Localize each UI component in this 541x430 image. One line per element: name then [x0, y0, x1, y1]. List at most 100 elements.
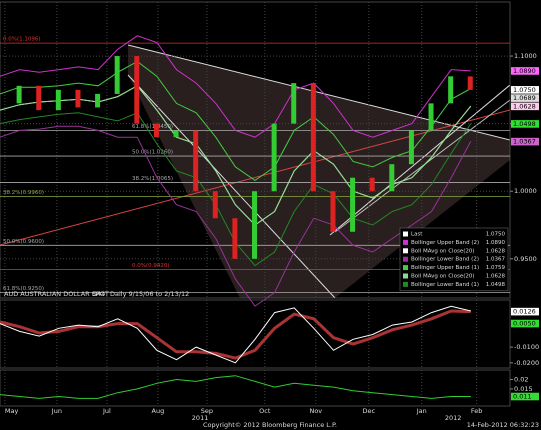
series-line	[0, 305, 471, 364]
legend-swatch	[403, 273, 408, 279]
legend-swatch	[403, 231, 408, 237]
fib-label: 61.8%(0.9250)	[3, 286, 44, 292]
price-tag-label: 0.0050	[513, 320, 536, 328]
price-bar	[467, 76, 473, 90]
timestamp: 14-Feb-2012 06:32:23	[467, 421, 539, 429]
price-bar	[16, 85, 22, 104]
copyright: Copyright© 2012 Bloomberg Finance L.P.	[203, 421, 337, 429]
panel-frame	[0, 369, 511, 407]
trend-line	[329, 84, 511, 236]
price-bar	[330, 191, 336, 232]
code-label: G44	[92, 290, 105, 298]
price-tag	[511, 120, 539, 128]
y-tick-label: 0.015	[514, 385, 533, 393]
x-tick-label: Jun	[51, 407, 62, 415]
range-label: Daily 9/15/06 to 2/13/12	[110, 290, 189, 298]
legend-label: Bollinger Lower Band (2)	[411, 257, 479, 263]
year-label: 2012	[445, 414, 462, 422]
legend-value: 1.0628	[486, 248, 506, 254]
series-line	[0, 375, 471, 399]
trend-line	[127, 74, 336, 299]
price-tag-label: 0.0126	[513, 308, 536, 316]
price-bar	[173, 130, 179, 138]
x-tick-label: Jul	[102, 407, 111, 415]
price-bar	[369, 177, 375, 192]
price-tag-label: 1.0750	[513, 86, 536, 94]
legend-swatch	[403, 256, 408, 262]
legend-box	[399, 227, 509, 292]
fib-label: 50.0%(0.9600)	[3, 239, 44, 245]
price-tag	[511, 392, 539, 401]
price-bar	[408, 130, 414, 165]
y-tick-label: 1.1000	[514, 52, 537, 60]
fib-label: 0.0%(1.1096)	[3, 37, 41, 43]
y-tick-label: -0.0100	[514, 343, 539, 351]
series-line	[0, 60, 472, 182]
legend-label: Bollinger Lower Band (1)	[411, 282, 479, 288]
x-tick-label: Jan	[416, 407, 427, 415]
price-tag-label: 1.0367	[513, 138, 536, 146]
fib-label: 0.0%(0.9420)	[132, 263, 170, 269]
fib-label: 38.2%(0.9960)	[3, 190, 44, 196]
x-tick-label: Aug	[152, 407, 165, 415]
legend-value: 1.0498	[486, 282, 506, 288]
price-tag-label: 1.0890	[513, 67, 536, 75]
price-bar	[428, 103, 434, 131]
plot-layer: 1.10001.05001.00000.95000.0%(1.1096)61.8…	[0, 1, 539, 422]
price-tag	[511, 307, 539, 316]
series-line	[0, 125, 472, 307]
legend-swatch	[403, 239, 408, 245]
price-bar	[350, 177, 356, 232]
price-bar	[389, 164, 395, 192]
legend-value: 1.0759	[486, 265, 506, 271]
price-bar	[114, 56, 120, 94]
legend-swatch	[403, 265, 408, 271]
price-tag	[511, 94, 539, 102]
price-tag-label: 1.0498	[513, 120, 536, 128]
legend-swatch	[403, 248, 408, 254]
legend-value: 1.0367	[486, 257, 506, 263]
legend-label: Bollinger Upper Band (2)	[411, 240, 479, 246]
price-tag	[511, 319, 539, 328]
y-tick-label: 0.9500	[514, 255, 537, 263]
price-bar	[36, 85, 42, 111]
y-tick-label: -0.0200	[514, 359, 539, 367]
price-bar	[310, 83, 316, 192]
legend-label: Last	[411, 232, 423, 238]
fib-label: 38.2%(1.0065)	[132, 176, 173, 182]
year-label: 2011	[192, 414, 209, 422]
price-tag	[511, 67, 539, 75]
x-tick-label: May	[5, 407, 19, 415]
price-bar	[212, 191, 218, 219]
price-bar	[134, 56, 140, 124]
legend-swatch	[403, 281, 408, 287]
price-tag-label: 1.0628	[513, 102, 536, 110]
legend-label: Boll MAvg on Close(20)	[411, 248, 475, 254]
price-tag-label: 1.0689	[513, 94, 536, 102]
price-bar	[55, 89, 61, 111]
price-bar	[252, 191, 257, 259]
price-tag	[511, 137, 539, 146]
legend-value: 1.0628	[486, 274, 506, 280]
price-bar	[153, 123, 159, 138]
y-tick-label: 0.02	[514, 375, 528, 383]
price-bar	[95, 93, 101, 108]
x-tick-label: Feb	[471, 407, 483, 415]
price-tag	[511, 86, 539, 94]
legend-label: Boll MAvg on Close(20)	[411, 274, 475, 280]
y-tick-label: 1.0000	[514, 187, 537, 195]
x-tick-label: Oct	[259, 407, 271, 415]
price-tag-label: 0.011	[513, 393, 532, 401]
price-bar	[75, 89, 81, 108]
legend-value: 1.0750	[486, 232, 506, 238]
x-tick-label: Sep	[201, 407, 213, 415]
price-bar	[232, 218, 238, 259]
x-tick-label: Nov	[309, 407, 322, 415]
series-line	[0, 35, 471, 138]
trend-line	[127, 44, 511, 141]
panel-frame	[0, 1, 511, 299]
panel-frame	[0, 299, 511, 369]
